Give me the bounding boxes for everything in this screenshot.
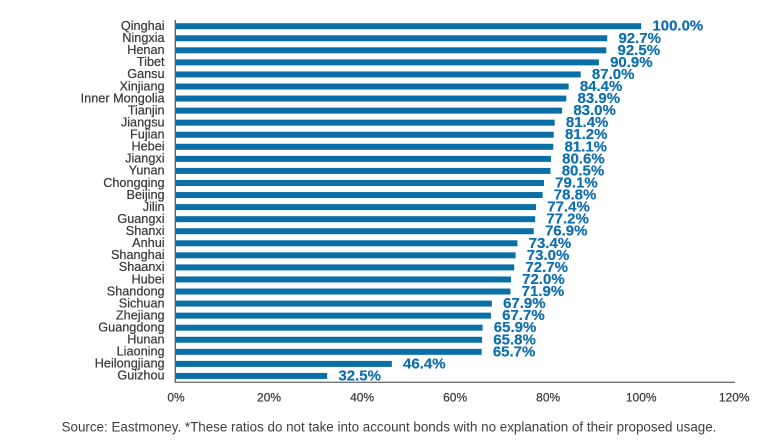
svg-text:120%: 120% [719,391,750,405]
svg-text:65.8%: 65.8% [493,331,536,348]
svg-text:Source: Eastmoney. *These rati: Source: Eastmoney. *These ratios do not … [62,419,717,434]
svg-text:Qinghai: Qinghai [121,19,165,33]
svg-text:20%: 20% [257,391,281,405]
svg-text:46.4%: 46.4% [403,355,446,372]
svg-text:40%: 40% [350,391,374,405]
svg-text:81.1%: 81.1% [564,138,607,155]
svg-text:100%: 100% [626,391,657,405]
svg-text:67.9%: 67.9% [503,295,546,312]
svg-text:Hubei: Hubei [131,272,164,286]
svg-text:81.4%: 81.4% [566,114,609,131]
svg-text:100.0%: 100.0% [652,18,703,35]
svg-text:80%: 80% [536,391,560,405]
svg-text:Guangxi: Guangxi [117,212,164,226]
svg-text:Fujian: Fujian [130,128,165,142]
svg-text:0%: 0% [167,391,185,405]
svg-text:Xinjiang: Xinjiang [119,79,164,93]
svg-text:83.0%: 83.0% [573,102,616,119]
svg-text:83.9%: 83.9% [578,90,621,107]
svg-text:77.2%: 77.2% [546,211,589,228]
svg-text:78.8%: 78.8% [554,187,597,204]
svg-text:Yunan: Yunan [129,164,165,178]
svg-text:92.5%: 92.5% [618,42,661,59]
svg-text:76.9%: 76.9% [545,223,588,240]
svg-text:80.5%: 80.5% [562,162,605,179]
svg-text:87.0%: 87.0% [592,66,635,83]
svg-text:Jiangxi: Jiangxi [125,152,165,166]
svg-text:77.4%: 77.4% [547,199,590,216]
svg-text:Sichuan: Sichuan [119,296,165,310]
svg-text:Beijing: Beijing [127,188,165,202]
svg-text:60%: 60% [443,391,467,405]
svg-text:Tianjin: Tianjin [128,103,165,117]
svg-text:71.9%: 71.9% [522,283,565,300]
svg-text:65.7%: 65.7% [493,343,536,360]
svg-text:Shaanxi: Shaanxi [119,260,165,274]
svg-text:Tibet: Tibet [137,55,165,69]
svg-text:Shanghai: Shanghai [111,248,165,262]
svg-text:32.5%: 32.5% [338,367,381,384]
svg-text:Guizhou: Guizhou [117,369,164,383]
svg-text:Henan: Henan [127,43,164,57]
svg-text:Inner Mongolia: Inner Mongolia [81,91,166,105]
svg-text:Jiangsu: Jiangsu [121,115,165,129]
svg-text:Jilin: Jilin [143,200,165,214]
svg-text:Hebei: Hebei [131,140,164,154]
svg-text:Zhejiang: Zhejiang [116,308,165,322]
svg-text:Anhui: Anhui [132,236,164,250]
svg-text:90.9%: 90.9% [610,54,653,71]
svg-text:80.6%: 80.6% [562,150,605,167]
svg-text:Guangdong: Guangdong [98,321,164,335]
svg-text:Chongqing: Chongqing [103,176,164,190]
svg-text:72.7%: 72.7% [525,259,568,276]
svg-text:Heilongjiang: Heilongjiang [95,357,165,371]
svg-text:84.4%: 84.4% [580,78,623,95]
svg-text:81.2%: 81.2% [565,126,608,143]
svg-text:67.7%: 67.7% [502,307,545,324]
svg-text:72.0%: 72.0% [522,271,565,288]
svg-text:Shandong: Shandong [107,284,165,298]
svg-text:79.1%: 79.1% [555,174,598,191]
svg-text:Gansu: Gansu [127,67,164,81]
svg-text:73.4%: 73.4% [529,235,572,252]
svg-text:Shanxi: Shanxi [126,224,165,238]
svg-text:Hunan: Hunan [127,333,164,347]
svg-text:Liaoning: Liaoning [117,345,165,359]
svg-text:73.0%: 73.0% [527,247,570,264]
svg-text:Ningxia: Ningxia [122,31,165,45]
svg-text:65.9%: 65.9% [494,319,537,336]
svg-text:92.7%: 92.7% [618,30,661,47]
